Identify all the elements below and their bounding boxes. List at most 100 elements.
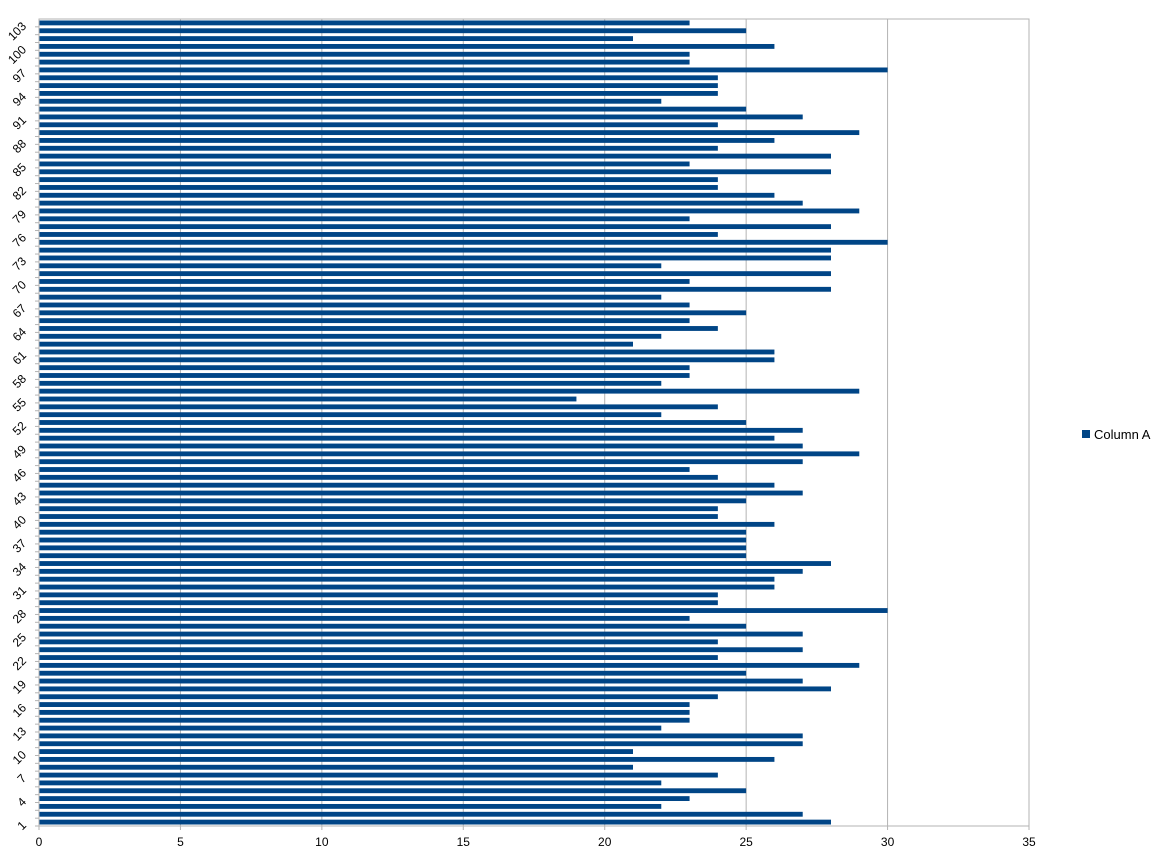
bar-82 xyxy=(39,185,718,190)
bar-61 xyxy=(39,349,775,355)
bar-9 xyxy=(39,756,775,762)
bar-49 xyxy=(39,443,803,449)
y-tick-label: 97 xyxy=(10,66,30,86)
y-tick-label: 31 xyxy=(10,583,30,603)
bar-83 xyxy=(39,177,718,183)
bar-88 xyxy=(39,138,775,143)
bar-100 xyxy=(39,43,775,49)
bar-89 xyxy=(39,130,860,136)
bar-47 xyxy=(39,459,803,465)
bar-44 xyxy=(39,482,775,488)
y-tick-label: 64 xyxy=(10,324,30,344)
bar-12 xyxy=(39,733,803,739)
bar-3 xyxy=(39,803,662,809)
bar-37 xyxy=(39,537,747,543)
bar-5 xyxy=(39,788,747,794)
bar-102 xyxy=(39,28,747,34)
bar-77 xyxy=(39,224,831,230)
bar-30 xyxy=(39,592,718,598)
y-tick-label: 85 xyxy=(10,160,30,180)
bar-31 xyxy=(39,584,775,590)
y-tick-label: 19 xyxy=(10,677,30,697)
bar-58 xyxy=(39,373,690,378)
bars xyxy=(39,20,888,825)
bar-41 xyxy=(39,506,718,512)
y-tick-label: 37 xyxy=(10,536,30,556)
bar-91 xyxy=(39,114,803,120)
bar-23 xyxy=(39,647,803,653)
bar-24 xyxy=(39,639,718,645)
bar-101 xyxy=(39,36,633,42)
y-tick-labels: 1 4 7 10 13 16 19 22 25 28 31 34 37 40 43 46 49 52 55 58 61 6… xyxy=(5,19,29,833)
bar-94 xyxy=(39,91,718,96)
bar-66 xyxy=(39,310,747,316)
legend-swatch xyxy=(1082,430,1090,438)
bar-72 xyxy=(39,263,662,269)
bar-92 xyxy=(39,106,747,112)
bar-54 xyxy=(39,404,718,410)
y-tick-label: 1 xyxy=(14,818,29,833)
bar-64 xyxy=(39,326,718,331)
y-tick-label: 61 xyxy=(10,348,30,368)
bar-78 xyxy=(39,216,690,222)
y-tick-label: 79 xyxy=(10,207,30,227)
bar-73 xyxy=(39,255,831,261)
y-tick-label: 4 xyxy=(14,795,29,810)
bar-96 xyxy=(39,75,718,81)
bar-17 xyxy=(39,694,718,700)
bar-81 xyxy=(39,192,775,198)
x-tick-labels: 0 5 10 15 20 25 30 35 xyxy=(36,835,1036,849)
bar-80 xyxy=(39,200,803,206)
y-tick-label: 34 xyxy=(10,560,30,580)
y-tick-label: 67 xyxy=(10,301,30,321)
bar-93 xyxy=(39,98,662,104)
bar-25 xyxy=(39,631,803,637)
y-tick-label: 100 xyxy=(5,42,29,66)
legend-label-column-a: Column A xyxy=(1094,427,1151,442)
bar-60 xyxy=(39,357,775,363)
bar-55 xyxy=(39,396,577,402)
bar-86 xyxy=(39,153,831,159)
y-tick-label: 25 xyxy=(10,630,30,650)
bar-13 xyxy=(39,725,662,731)
bar-38 xyxy=(39,529,747,535)
bar-45 xyxy=(39,474,718,480)
bar-29 xyxy=(39,600,718,606)
bar-69 xyxy=(39,286,831,292)
bar-14 xyxy=(39,717,690,723)
bar-74 xyxy=(39,247,831,253)
bar-1 xyxy=(39,819,831,825)
bar-34 xyxy=(39,561,831,566)
bar-53 xyxy=(39,412,662,418)
bar-71 xyxy=(39,271,831,277)
y-tick-label: 82 xyxy=(10,183,30,203)
bar-79 xyxy=(39,208,860,214)
bar-42 xyxy=(39,498,747,504)
bar-36 xyxy=(39,545,747,551)
y-tick-label: 28 xyxy=(10,607,30,627)
y-tick-label: 76 xyxy=(10,230,30,250)
bar-68 xyxy=(39,294,662,300)
bar-99 xyxy=(39,51,690,57)
bar-7 xyxy=(39,772,718,778)
bar-62 xyxy=(39,341,633,347)
bar-20 xyxy=(39,670,747,676)
bar-48 xyxy=(39,451,860,457)
bar-26 xyxy=(39,623,747,629)
y-tick-label: 88 xyxy=(10,136,30,156)
x-tick-label: 10 xyxy=(315,835,329,849)
y-tick-label: 94 xyxy=(10,89,30,109)
bar-27 xyxy=(39,615,690,621)
y-tick-label: 58 xyxy=(10,371,30,391)
bar-11 xyxy=(39,741,803,747)
y-tick-label: 46 xyxy=(10,466,30,486)
bar-15 xyxy=(39,709,690,715)
bar-2 xyxy=(39,811,803,817)
y-tick-label: 52 xyxy=(10,418,30,438)
bar-87 xyxy=(39,145,718,151)
x-tick-label: 20 xyxy=(598,835,612,849)
bar-85 xyxy=(39,161,690,167)
plot-border xyxy=(38,18,1030,827)
bar-16 xyxy=(39,702,690,707)
bar-51 xyxy=(39,427,803,433)
